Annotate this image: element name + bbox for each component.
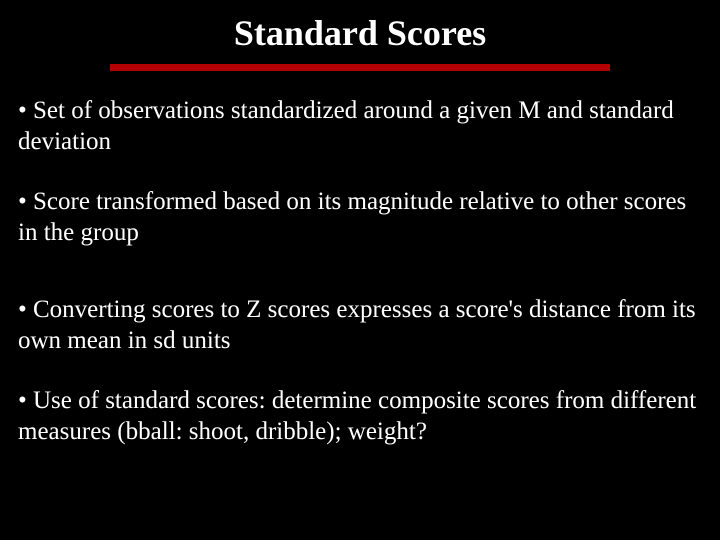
- bullet-item: • Converting scores to Z scores expresse…: [18, 294, 702, 357]
- slide-title: Standard Scores: [18, 12, 702, 54]
- bullet-item: • Set of observations standardized aroun…: [18, 95, 702, 158]
- slide: Standard Scores • Set of observations st…: [0, 0, 720, 540]
- title-underline: [110, 64, 610, 71]
- bullet-item: • Use of standard scores: determine comp…: [18, 385, 702, 448]
- bullet-item: • Score transformed based on its magnitu…: [18, 186, 702, 249]
- bullet-list: • Set of observations standardized aroun…: [18, 95, 702, 447]
